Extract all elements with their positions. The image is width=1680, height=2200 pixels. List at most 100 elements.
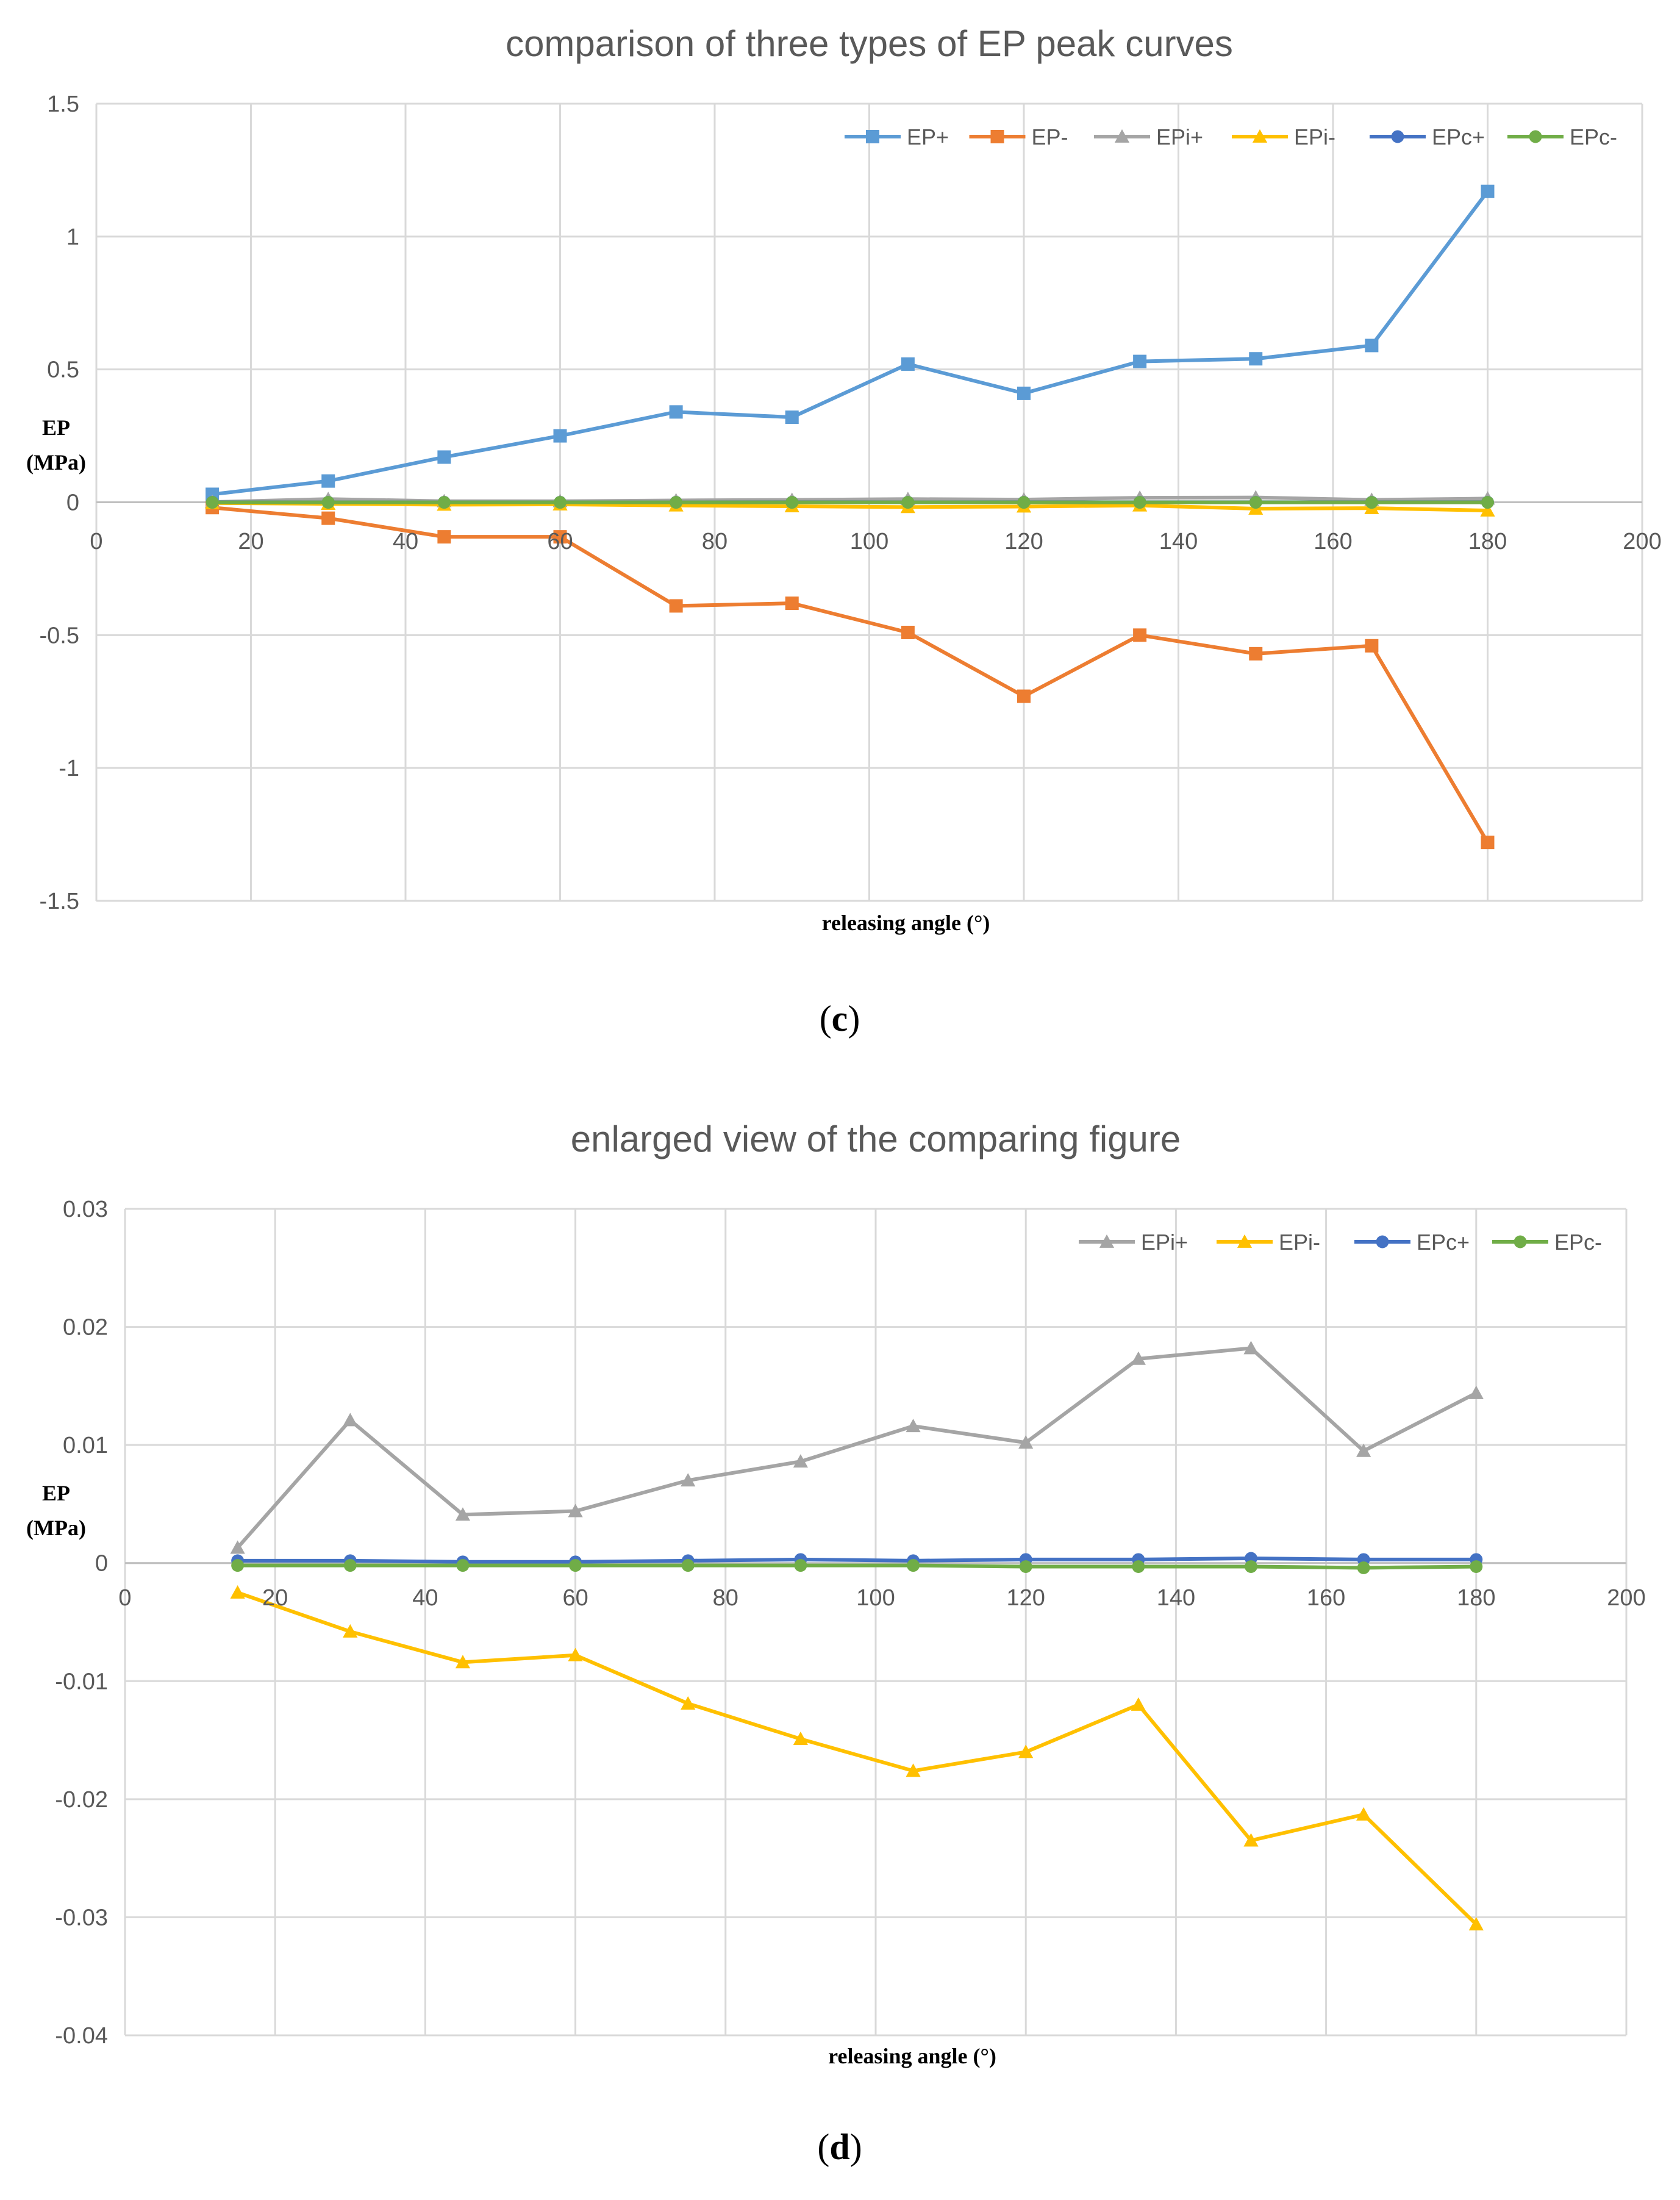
x-tick-label: 80 bbox=[713, 1585, 738, 1611]
y-tick-label: 0.03 bbox=[63, 1197, 108, 1222]
legend-label: EPc- bbox=[1570, 124, 1617, 149]
x-tick-label: 160 bbox=[1314, 529, 1352, 554]
data-point-EP+ bbox=[1133, 354, 1147, 368]
series-line-EPc+ bbox=[237, 1556, 1476, 1564]
legend-marker bbox=[1514, 1235, 1527, 1249]
series-line-EP+ bbox=[212, 190, 1489, 496]
data-point-EPi+ bbox=[455, 1507, 471, 1521]
data-point-EP- bbox=[1365, 639, 1379, 653]
data-point-EPc- bbox=[907, 1559, 920, 1572]
x-tick-label: 100 bbox=[850, 529, 888, 554]
data-point-EPc- bbox=[1132, 1560, 1145, 1573]
data-point-EPc- bbox=[1357, 1561, 1370, 1574]
legend-item-EPi+: EPi+ bbox=[1094, 124, 1203, 149]
x-tick-label: 120 bbox=[1004, 529, 1043, 554]
data-point-EPc- bbox=[785, 496, 799, 509]
x-tick-label: 140 bbox=[1159, 529, 1198, 554]
data-point-EP+ bbox=[1365, 339, 1379, 353]
x-tick-label: 20 bbox=[238, 529, 263, 554]
legend-label: EPi+ bbox=[1141, 1230, 1188, 1255]
data-point-EP+ bbox=[1017, 386, 1031, 400]
data-point-EPi- bbox=[906, 1763, 921, 1777]
y-tick-label: 0.01 bbox=[63, 1433, 108, 1458]
legend-marker bbox=[1529, 130, 1542, 143]
panel-label-letter: d bbox=[829, 2127, 849, 2167]
data-point-EP+ bbox=[553, 429, 567, 443]
y-tick-label: 0 bbox=[95, 1551, 108, 1577]
legend-item-EP+: EP+ bbox=[845, 124, 949, 149]
data-point-EP- bbox=[901, 625, 915, 639]
y-axis-label: EP bbox=[42, 1481, 70, 1505]
x-tick-label: 180 bbox=[1457, 1585, 1495, 1611]
x-tick-label: 80 bbox=[702, 529, 727, 554]
series-line-EP- bbox=[212, 506, 1490, 844]
x-axis-label: releasing angle (°) bbox=[822, 911, 990, 935]
data-point-EPc- bbox=[1133, 496, 1146, 509]
y-tick-label: -0.01 bbox=[55, 1669, 108, 1694]
data-point-EPi- bbox=[1243, 1833, 1259, 1847]
data-point-EP- bbox=[437, 530, 451, 544]
panel-label-close: ) bbox=[848, 998, 860, 1039]
data-point-EP+ bbox=[437, 450, 451, 464]
data-point-EPc- bbox=[321, 496, 335, 509]
panel-label-letter: c bbox=[832, 998, 848, 1039]
x-tick-label: 40 bbox=[393, 529, 418, 554]
data-point-EP- bbox=[553, 530, 567, 544]
legend-label: EPc+ bbox=[1417, 1230, 1470, 1255]
chart-title: enlarged view of the comparing figure bbox=[571, 1119, 1181, 1159]
x-tick-label: 120 bbox=[1006, 1585, 1045, 1611]
data-point-EP+ bbox=[1249, 352, 1263, 366]
series-EPc- bbox=[231, 1559, 1483, 1574]
data-point-EPi- bbox=[1018, 1744, 1034, 1758]
y-tick-label: 0 bbox=[66, 490, 79, 516]
data-point-EPi+ bbox=[1018, 1435, 1034, 1449]
legend-item-EP-: EP- bbox=[969, 124, 1068, 149]
data-point-EPc- bbox=[1017, 496, 1031, 509]
data-point-EP- bbox=[321, 511, 335, 525]
data-point-EPi- bbox=[1468, 1916, 1484, 1930]
data-point-EPc- bbox=[1245, 1560, 1257, 1573]
data-point-EPc- bbox=[1470, 1560, 1483, 1573]
legend-label: EPi- bbox=[1279, 1230, 1320, 1255]
legend-item-EPc+: EPc+ bbox=[1370, 124, 1485, 149]
y-tick-label: -0.5 bbox=[40, 623, 79, 648]
data-point-EP- bbox=[785, 597, 799, 611]
data-point-EPi+ bbox=[793, 1454, 808, 1468]
data-point-EPc- bbox=[1365, 496, 1378, 509]
data-point-EP+ bbox=[1481, 184, 1495, 198]
x-tick-label: 60 bbox=[562, 1585, 588, 1611]
data-point-EPc- bbox=[1019, 1560, 1032, 1573]
legend-marker bbox=[1099, 1234, 1115, 1248]
data-point-EPi+ bbox=[1243, 1341, 1259, 1355]
data-point-EPi- bbox=[1480, 503, 1495, 517]
data-point-EP- bbox=[1481, 836, 1495, 850]
legend-marker bbox=[1376, 1235, 1389, 1249]
data-point-EPc- bbox=[901, 496, 915, 509]
panel-label-open: ( bbox=[817, 2127, 829, 2167]
legend-marker bbox=[1114, 129, 1130, 143]
series-EPi- bbox=[230, 1585, 1484, 1930]
y-tick-label: 0.5 bbox=[47, 357, 79, 383]
data-point-EPc- bbox=[206, 496, 219, 509]
y-tick-label: -0.03 bbox=[55, 1905, 108, 1930]
data-point-EPc- bbox=[681, 1559, 695, 1572]
data-point-EPc- bbox=[456, 1559, 470, 1572]
series-EP+ bbox=[206, 184, 1495, 501]
data-point-EP+ bbox=[321, 474, 335, 488]
legend-label: EPi+ bbox=[1156, 124, 1203, 149]
series-line-EPi+ bbox=[236, 1346, 1478, 1549]
data-point-EPi- bbox=[1356, 1807, 1371, 1821]
legend-label: EP- bbox=[1032, 124, 1068, 149]
data-point-EPi- bbox=[1131, 1697, 1146, 1711]
data-point-EPi+ bbox=[1131, 1351, 1146, 1365]
data-point-EPi+ bbox=[343, 1413, 358, 1427]
data-point-EPi- bbox=[568, 1647, 583, 1661]
chart-c: comparison of three types of EP peak cur… bbox=[26, 23, 1662, 1039]
y-tick-label: -0.04 bbox=[55, 2023, 108, 2049]
data-point-EPi- bbox=[793, 1732, 808, 1746]
legend-label: EP+ bbox=[907, 124, 949, 149]
x-tick-label: 0 bbox=[90, 529, 102, 554]
legend-item-EPc-: EPc- bbox=[1492, 1230, 1602, 1255]
legend-marker bbox=[1391, 130, 1404, 143]
